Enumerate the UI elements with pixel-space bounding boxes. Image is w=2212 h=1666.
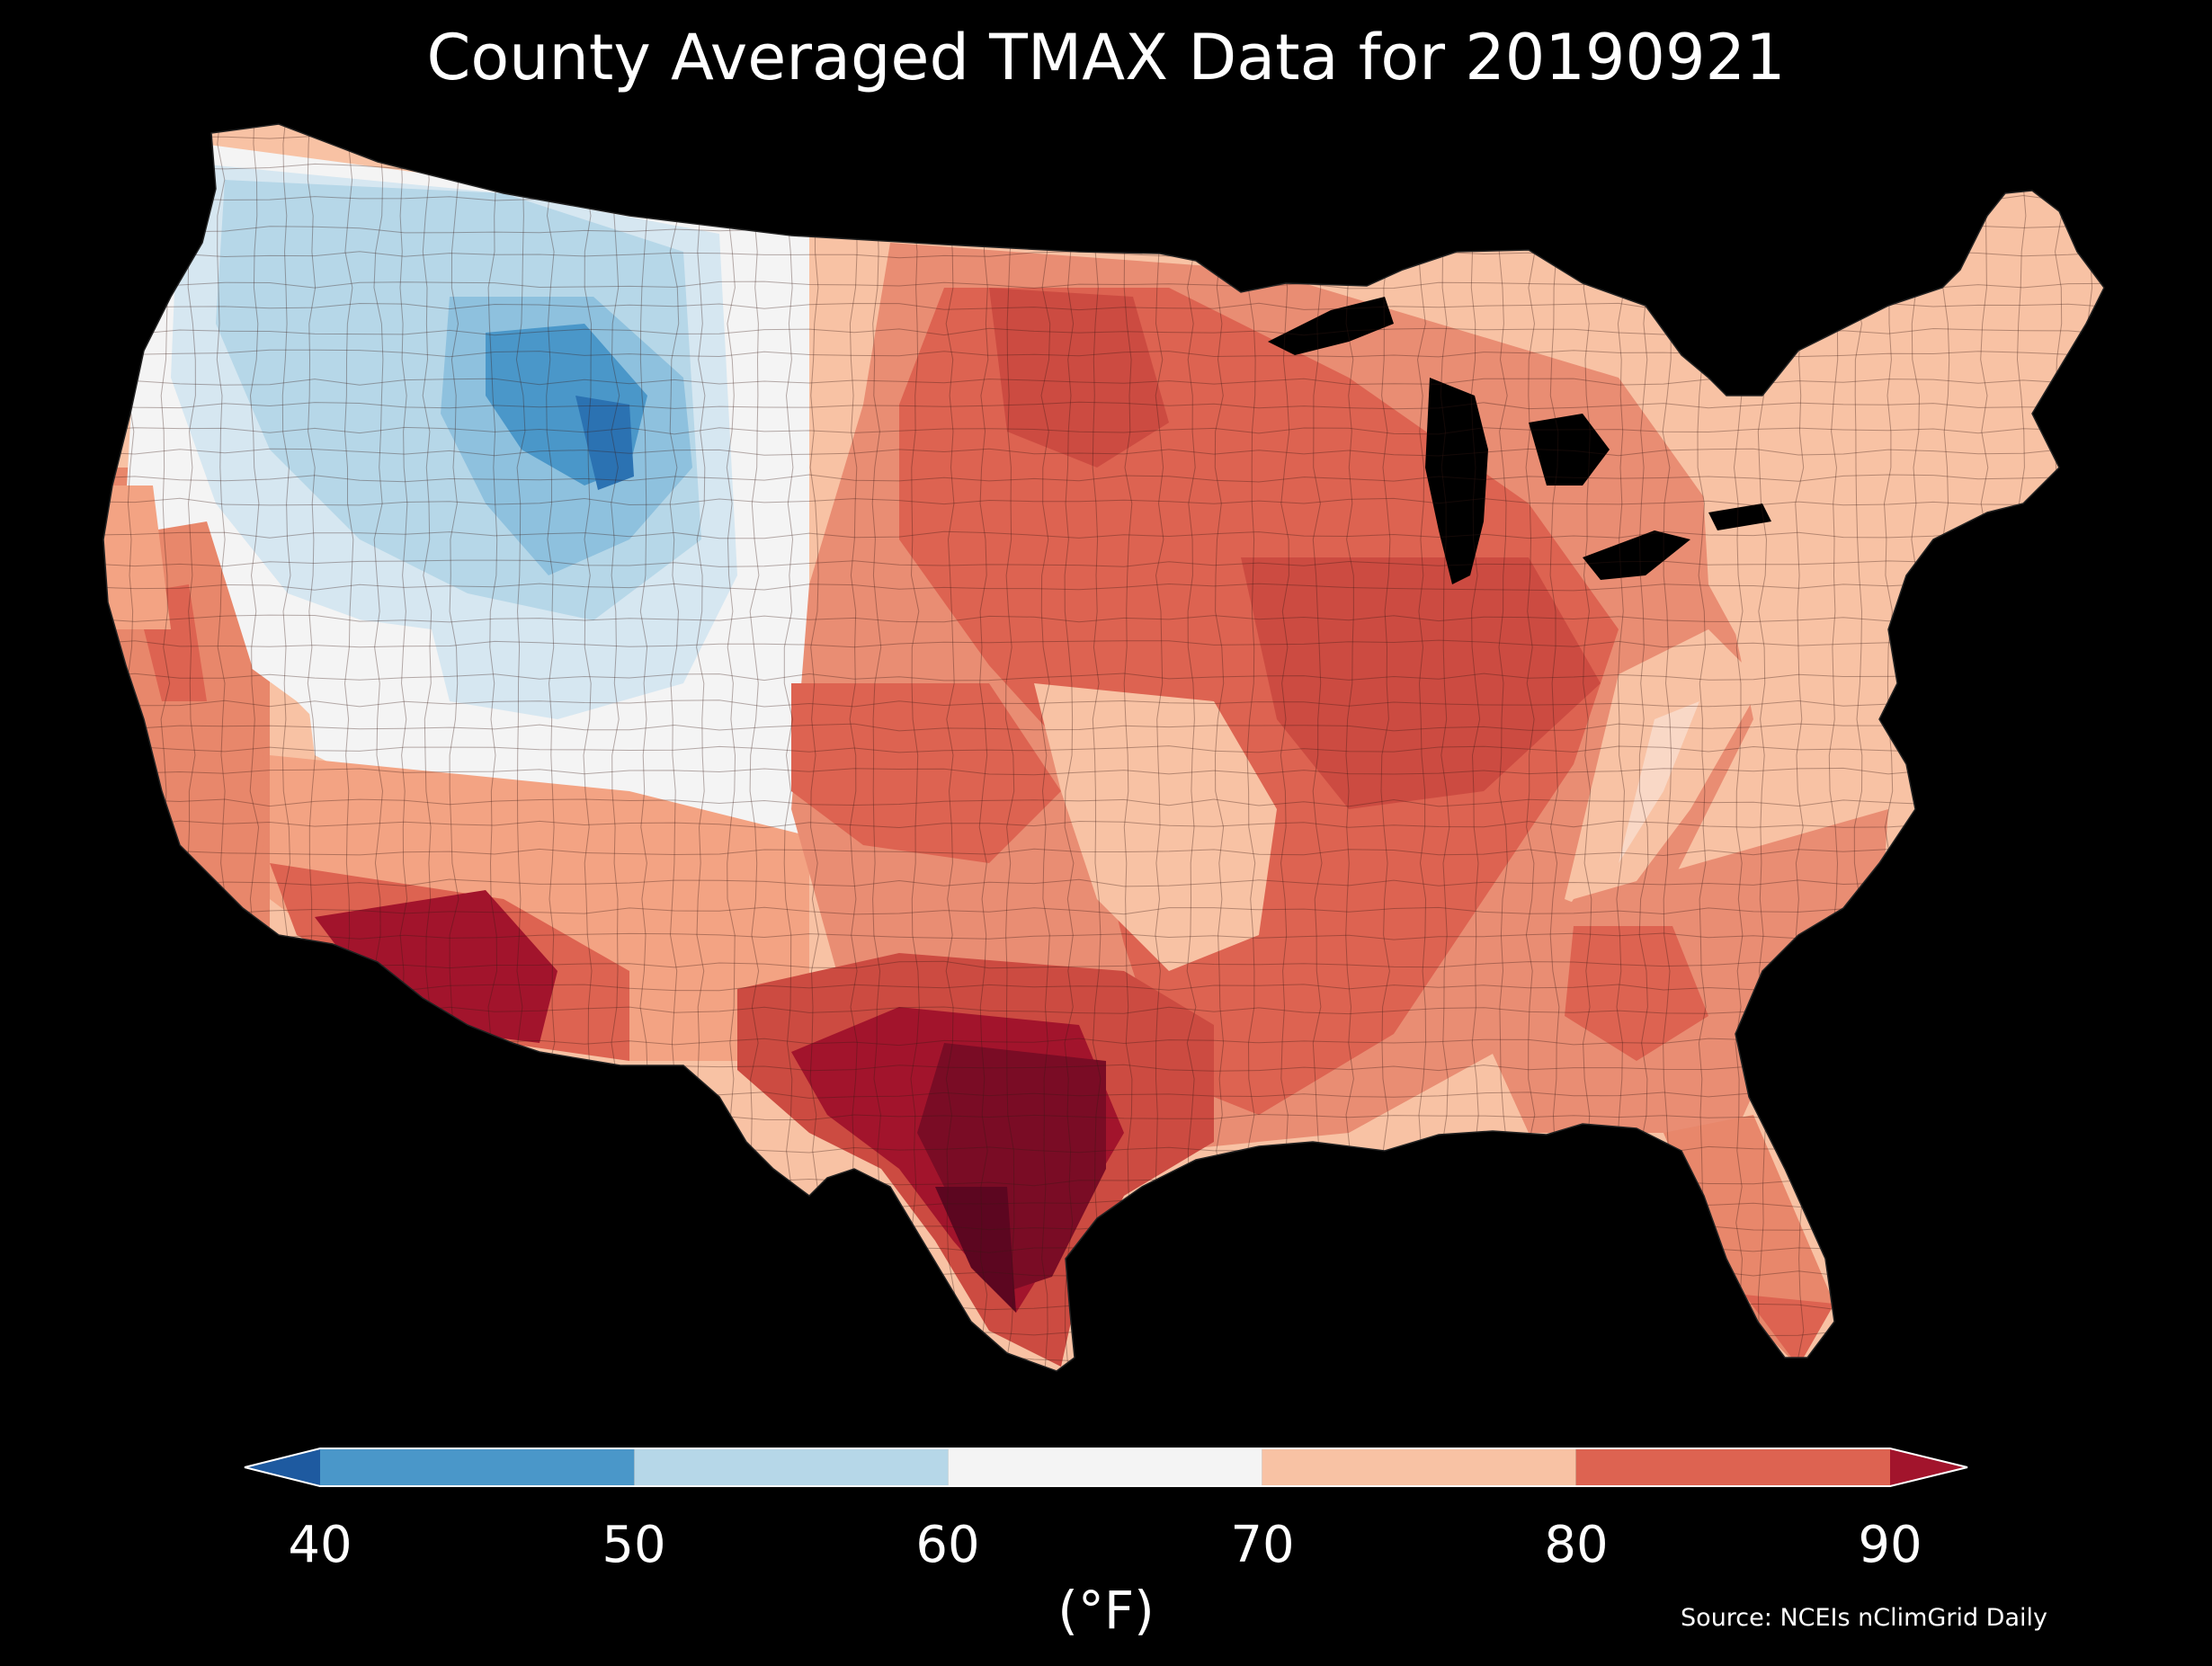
colorbar-unit-label: (°F) <box>1057 1580 1155 1641</box>
tick-label-90: 90 <box>1858 1516 1922 1574</box>
page-title: County Averaged TMAX Data for 20190921 <box>426 21 1786 94</box>
tick-label-60: 60 <box>915 1516 980 1574</box>
great-lakes <box>1268 297 1771 584</box>
tick-label-50: 50 <box>602 1516 666 1574</box>
tick-label-40: 40 <box>288 1516 352 1574</box>
source-note: Source: NCEIs nClimGrid Daily <box>1681 1604 2047 1632</box>
us-outline <box>103 123 2105 1372</box>
tick-label-70: 70 <box>1230 1516 1295 1574</box>
temperature-fill <box>103 124 2104 1371</box>
tick-label-80: 80 <box>1544 1516 1609 1574</box>
